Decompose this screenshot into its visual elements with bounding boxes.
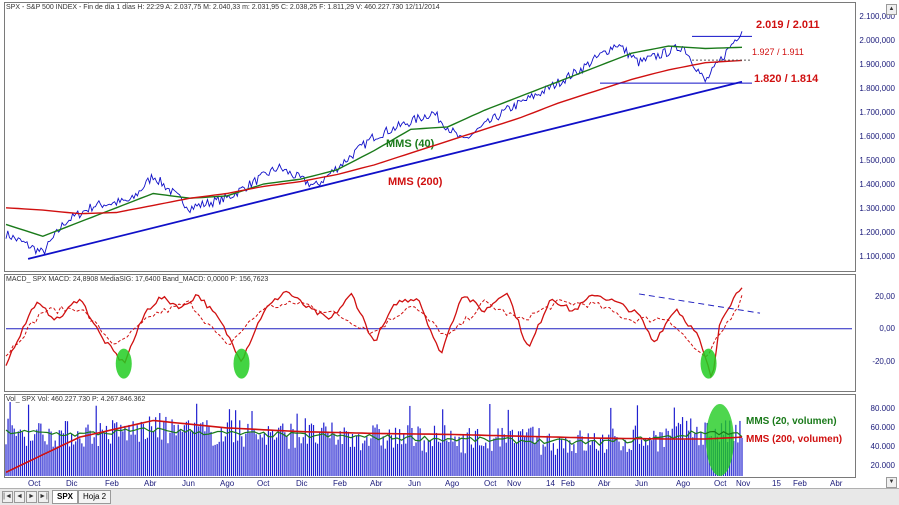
x-tick: Abr: [830, 479, 843, 488]
macd-trough-highlight: [233, 348, 250, 379]
x-tick: Nov: [507, 479, 522, 488]
tab-spx[interactable]: SPX: [52, 490, 79, 504]
volume-axis: 80.000 60.000 40.000 20.000: [856, 394, 899, 478]
resistance-label: 2.019 / 2.011: [756, 19, 820, 31]
volume-tick: 20.000: [870, 461, 895, 470]
price-panel[interactable]: [4, 2, 856, 272]
scroll-up-button[interactable]: ▲: [886, 4, 897, 15]
x-tick: Oct: [257, 479, 270, 488]
x-tick: Feb: [561, 479, 575, 488]
mms40-label: MMS (40): [386, 138, 435, 150]
x-tick: Nov: [736, 479, 751, 488]
price-tick: 1.500,000: [859, 156, 895, 165]
first-sheet-button[interactable]: |◄: [2, 491, 13, 503]
x-tick: Jun: [408, 479, 421, 488]
x-tick: Jun: [635, 479, 648, 488]
price-tick: 2.000,000: [859, 36, 895, 45]
x-tick: Dic: [66, 479, 78, 488]
price-tick: 1.900,000: [859, 60, 895, 69]
macd-tick: 20,00: [874, 292, 895, 301]
price-tick: 1.700,000: [859, 108, 895, 117]
price-axis: 2.100,000 2.000,000 1.900,000 1.800,000 …: [856, 2, 899, 272]
x-tick: Oct: [28, 479, 41, 488]
vol-mms200-line: [5, 419, 743, 474]
volume-tick: 60.000: [870, 423, 895, 432]
x-tick: Feb: [105, 479, 119, 488]
macd-axis: 20,00 0,00 -20,00: [856, 274, 899, 392]
x-tick: Ago: [676, 479, 691, 488]
x-tick: Feb: [793, 479, 807, 488]
mms200-label: MMS (200): [388, 176, 443, 188]
x-tick: Oct: [484, 479, 497, 488]
tab-hoja-2[interactable]: Hoja 2: [78, 490, 112, 504]
macd-trough-highlight: [115, 348, 132, 379]
macd-header: MACD_ SPX MACD: 24,8908 MediaSIG: 17,640…: [6, 276, 269, 283]
scroll-down-button[interactable]: ▼: [886, 477, 897, 488]
mid-level-label: 1.927 / 1.911: [752, 47, 804, 57]
volume-tick: 80.000: [870, 404, 895, 413]
next-sheet-button[interactable]: ►: [26, 491, 37, 503]
price-tick: 1.100,000: [859, 252, 895, 261]
price-tick: 1.300,000: [859, 204, 895, 213]
x-tick: 14: [546, 479, 555, 488]
price-tick: 1.200,000: [859, 228, 895, 237]
last-sheet-button[interactable]: ►|: [38, 491, 49, 503]
price-tick: 1.600,000: [859, 132, 895, 141]
volume-spike-highlight: [705, 404, 734, 476]
x-tick: Feb: [333, 479, 347, 488]
spx-price-line: [5, 31, 743, 256]
price-header: SPX - S&P 500 INDEX - Fin de día 1 días …: [6, 4, 440, 11]
vol-mms200-label: MMS (200, volumen): [746, 434, 843, 445]
volume-header: Vol_ SPX Vol: 460.227.730 P: 4.267.846.3…: [6, 396, 146, 403]
vol-mms20-label: MMS (20, volumen): [746, 416, 837, 427]
prev-sheet-button[interactable]: ◄: [14, 491, 25, 503]
x-tick: Jun: [182, 479, 195, 488]
macd-signal-line: [5, 294, 743, 358]
x-tick: Abr: [370, 479, 383, 488]
macd-trough-highlight: [700, 348, 717, 379]
x-tick: Ago: [220, 479, 235, 488]
x-tick: Ago: [445, 479, 460, 488]
macd-tick: -20,00: [872, 357, 895, 366]
price-tick: 1.800,000: [859, 84, 895, 93]
x-tick: Oct: [714, 479, 727, 488]
x-tick: Dic: [296, 479, 308, 488]
price-tick: 1.400,000: [859, 180, 895, 189]
price-tick: 2.100,000: [859, 12, 895, 21]
support-label: 1.820 / 1.814: [754, 73, 819, 85]
x-tick: 15: [772, 479, 781, 488]
x-tick: Abr: [144, 479, 157, 488]
sheet-tabbar: |◄ ◄ ► ►| SPX Hoja 2: [0, 488, 899, 505]
mms40-line: [5, 45, 743, 238]
x-tick: Abr: [598, 479, 611, 488]
macd-tick: 0,00: [879, 324, 895, 333]
volume-tick: 40.000: [870, 442, 895, 451]
trend-line: [27, 80, 743, 260]
macd-divergence-line: [638, 293, 761, 314]
